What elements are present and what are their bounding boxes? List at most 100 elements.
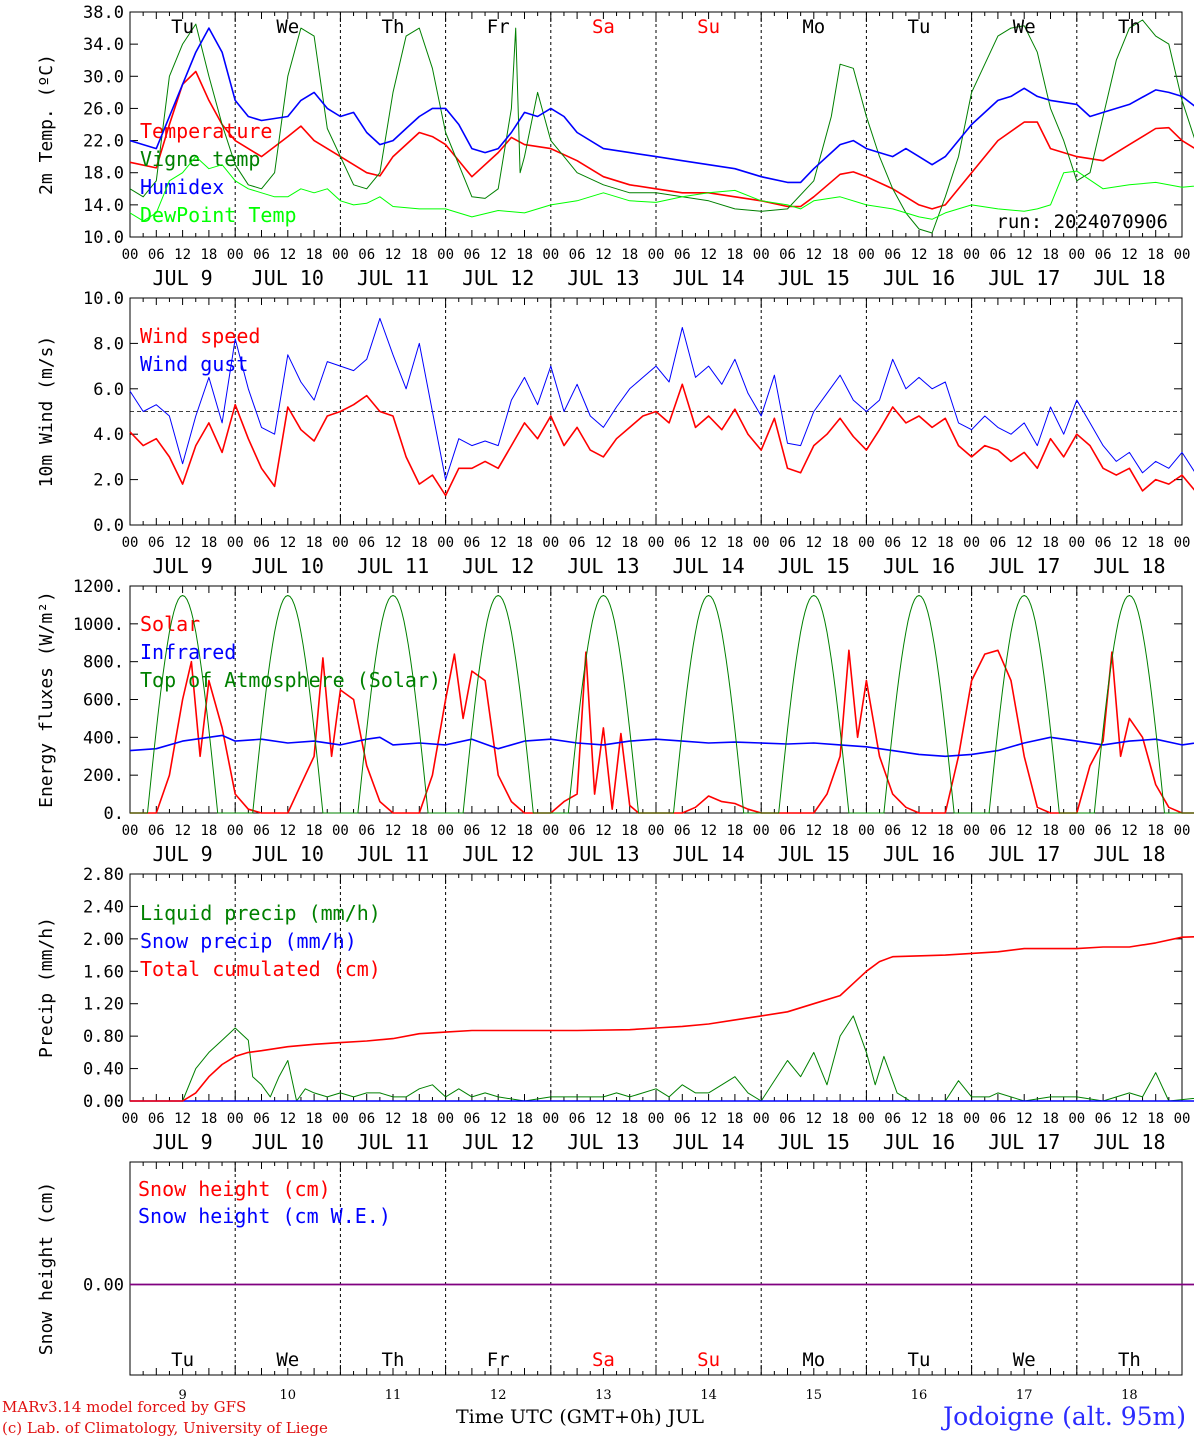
- x-day-label: JUL 15: [778, 266, 850, 290]
- x-day-label: JUL 18: [1093, 266, 1165, 290]
- x-hour-label: 06: [569, 1111, 586, 1127]
- x-day-label: JUL 11: [357, 1130, 429, 1154]
- x-hour-label: 18: [1042, 247, 1059, 263]
- x-hour-label: 00: [227, 1111, 244, 1127]
- weekday-label: We: [1013, 1349, 1036, 1371]
- x-day-label: JUL 13: [567, 1130, 639, 1154]
- y-tick-label: 1000.: [73, 615, 124, 635]
- y-tick-label: 2.40: [83, 897, 124, 917]
- weekday-label: Th: [1118, 16, 1141, 38]
- x-hour-label: 00: [122, 247, 139, 263]
- x-hour-label: 12: [174, 823, 191, 839]
- x-hour-label: 12: [1016, 535, 1033, 551]
- x-hour-label: 12: [911, 823, 928, 839]
- series-line-wind-gust: [129, 317, 1194, 481]
- x-hour-label: 12: [805, 535, 822, 551]
- x-day-label: JUL 11: [357, 842, 429, 866]
- legend-snow-precip-mm-h-: Snow precip (mm/h): [140, 929, 357, 953]
- x-hour-label: 06: [358, 535, 375, 551]
- x-day-label: JUL 12: [462, 842, 534, 866]
- y-tick-label: 1200.: [73, 577, 124, 597]
- y-axis-label: 10m Wind (m/s): [36, 336, 57, 488]
- weekday-label: Mo: [802, 16, 825, 38]
- y-axis-label: Energy fluxes (W/m²): [36, 591, 57, 808]
- x-axis-title: Time UTC (GMT+0h) JUL: [456, 1406, 704, 1428]
- x-hour-label: 06: [989, 535, 1006, 551]
- y-tick-label: 22.0: [83, 132, 124, 152]
- y-tick-label: 1.20: [83, 995, 124, 1015]
- x-hour-label: 06: [884, 823, 901, 839]
- x-hour-label: 18: [832, 1111, 849, 1127]
- x-hour-label: 12: [700, 247, 717, 263]
- x-hour-label: 12: [1121, 823, 1138, 839]
- y-tick-label: 18.0: [83, 164, 124, 184]
- legend-top-of-atmosphere-solar-: Top of Atmosphere (Solar): [140, 668, 441, 692]
- x-hour-label: 00: [963, 1111, 980, 1127]
- x-hour-label: 18: [411, 823, 428, 839]
- series-line-dewpoint-temp: [129, 156, 1194, 222]
- x-hour-label: 00: [858, 535, 875, 551]
- x-hour-label: 12: [279, 823, 296, 839]
- x-day-label: JUL 16: [883, 266, 955, 290]
- day-number: 13: [595, 1388, 612, 1403]
- y-tick-label: 200.: [83, 766, 124, 786]
- weekday-label: Sa: [592, 1349, 615, 1371]
- x-hour-label: 06: [569, 823, 586, 839]
- x-hour-label: 00: [227, 535, 244, 551]
- x-hour-label: 00: [437, 823, 454, 839]
- x-hour-label: 00: [437, 535, 454, 551]
- x-day-label: JUL 10: [252, 266, 324, 290]
- x-hour-label: 18: [621, 247, 638, 263]
- x-hour-label: 00: [648, 247, 665, 263]
- x-hour-label: 06: [674, 1111, 691, 1127]
- x-hour-label: 12: [490, 1111, 507, 1127]
- series-line-vigne-temp: [129, 19, 1194, 234]
- x-day-label: JUL 12: [462, 266, 534, 290]
- x-hour-label: 06: [358, 823, 375, 839]
- x-hour-label: 12: [490, 247, 507, 263]
- x-day-label: JUL 15: [778, 842, 850, 866]
- x-hour-label: 00: [1068, 247, 1085, 263]
- x-hour-label: 00: [1174, 535, 1191, 551]
- x-hour-label: 00: [122, 823, 139, 839]
- x-hour-label: 18: [516, 247, 533, 263]
- weekday-label: We: [1013, 16, 1036, 38]
- x-hour-label: 06: [463, 247, 480, 263]
- x-hour-label: 18: [306, 247, 323, 263]
- x-day-label: JUL 13: [567, 266, 639, 290]
- day-number: 11: [385, 1388, 402, 1403]
- x-day-label: JUL 13: [567, 842, 639, 866]
- legend-wind-speed: Wind speed: [140, 324, 260, 348]
- x-day-label: JUL 17: [988, 842, 1060, 866]
- weekday-label: Tu: [171, 1349, 194, 1371]
- weekday-label: Fr: [487, 1349, 510, 1371]
- x-hour-label: 18: [937, 535, 954, 551]
- x-day-label: JUL 14: [672, 266, 744, 290]
- x-hour-label: 06: [253, 1111, 270, 1127]
- x-hour-label: 06: [884, 247, 901, 263]
- day-number: 12: [490, 1388, 507, 1403]
- x-hour-label: 06: [779, 1111, 796, 1127]
- x-hour-label: 12: [595, 247, 612, 263]
- x-hour-label: 00: [753, 1111, 770, 1127]
- model-credit: MARv3.14 model forced by GFS: [2, 1398, 247, 1416]
- x-hour-label: 00: [1174, 247, 1191, 263]
- x-hour-label: 12: [279, 1111, 296, 1127]
- x-hour-label: 00: [122, 1111, 139, 1127]
- weekday-label: Mo: [802, 1349, 825, 1371]
- x-hour-label: 00: [858, 823, 875, 839]
- y-tick-label: 4.0: [93, 425, 124, 445]
- y-tick-label: 10.0: [83, 289, 124, 309]
- x-day-label: JUL 9: [152, 266, 212, 290]
- legend-snow-height-cm-w-e-: Snow height (cm W.E.): [138, 1204, 391, 1228]
- x-hour-label: 18: [621, 823, 638, 839]
- x-hour-label: 12: [490, 535, 507, 551]
- x-hour-label: 12: [805, 823, 822, 839]
- x-hour-label: 06: [253, 247, 270, 263]
- weekday-label: Tu: [171, 16, 194, 38]
- x-day-label: JUL 14: [672, 1130, 744, 1154]
- x-hour-label: 06: [1095, 1111, 1112, 1127]
- x-hour-label: 12: [279, 247, 296, 263]
- x-hour-label: 18: [306, 535, 323, 551]
